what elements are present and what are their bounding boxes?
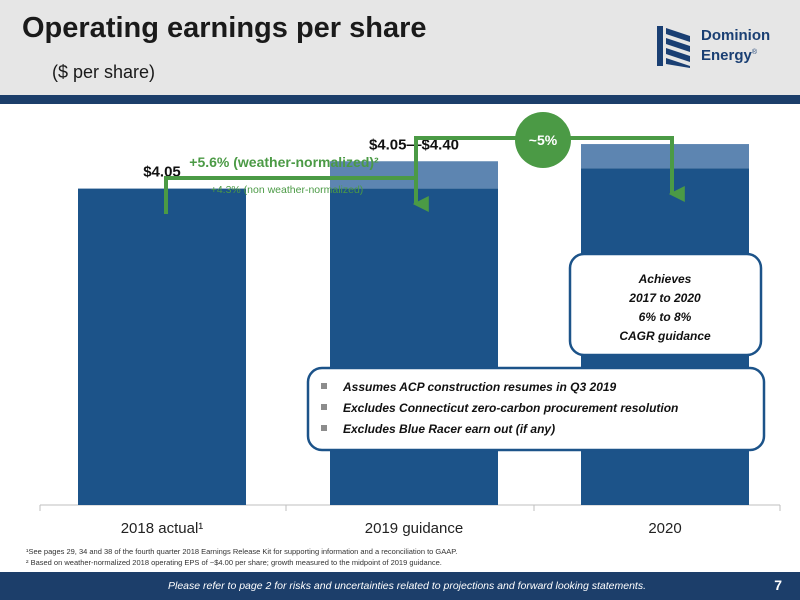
category-label-3: 2020 (648, 520, 681, 537)
footer-band: Please refer to page 2 for risks and unc… (0, 572, 800, 600)
assumption-bullet-2: Excludes Connecticut zero-carbon procure… (343, 401, 678, 415)
disclaimer-text: Please refer to page 2 for risks and unc… (168, 580, 647, 592)
growth-circle-label: ~5% (529, 132, 558, 148)
logo-line-1: Dominion (701, 27, 771, 44)
callout-line-3: 6% to 8% (639, 310, 692, 324)
bullet-marker (321, 425, 327, 431)
callout-line-2: 2017 to 2020 (628, 291, 701, 305)
company-logo: Dominion Energy® (656, 22, 776, 72)
dominion-logo-icon (657, 26, 690, 68)
bar-2 (330, 188, 498, 505)
bar-range-3 (581, 144, 749, 169)
growth-circle (515, 112, 571, 168)
header-band: Operating earnings per share ($ per shar… (0, 0, 800, 95)
footnotes: ¹See pages 29, 34 and 38 of the fourth q… (26, 546, 586, 568)
bullet-marker (321, 404, 327, 410)
logo-line-2: Energy (701, 47, 752, 64)
callout-line-1: Achieves (638, 272, 692, 286)
callout-line-4: CAGR guidance (619, 329, 711, 343)
cagr-callout-box (568, 252, 763, 357)
category-label-1: 2018 actual¹ (121, 520, 204, 537)
growth-main-label: +5.6% (weather-normalized)² (189, 154, 379, 170)
assumption-bullet-1: Assumes ACP construction resumes in Q3 2… (342, 380, 617, 394)
assumptions-box (306, 366, 766, 452)
bullet-marker (321, 383, 327, 389)
assumption-bullet-3: Excludes Blue Racer earn out (if any) (343, 422, 555, 436)
footnote-1: ¹See pages 29, 34 and 38 of the fourth q… (26, 547, 458, 556)
footnote-2: ² Based on weather-normalized 2018 opera… (26, 558, 442, 567)
slide-title: Operating earnings per share (22, 12, 427, 44)
registered-mark: ® (751, 49, 758, 56)
category-label-2: 2019 guidance (365, 520, 463, 537)
logo-wordmark: Dominion Energy® (701, 27, 770, 64)
header-rule-gap (0, 104, 800, 106)
bar-1 (78, 188, 246, 505)
growth-sub-label: +4.3% (non weather-normalized) (211, 184, 364, 196)
header-rule (0, 95, 800, 104)
page-number: 7 (774, 577, 782, 593)
slide-subtitle: ($ per share) (52, 62, 156, 82)
